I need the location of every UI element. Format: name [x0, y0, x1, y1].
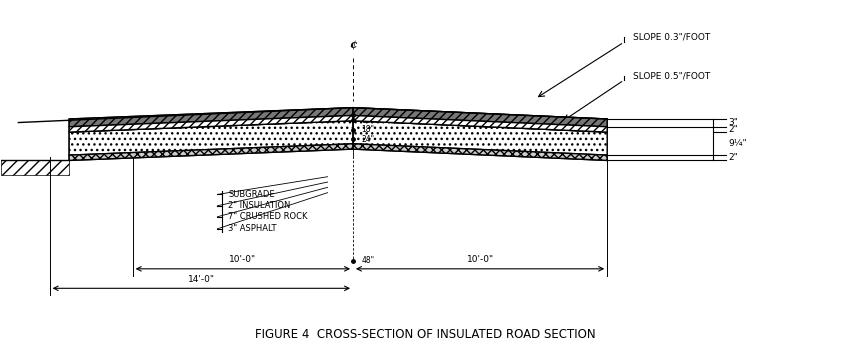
Text: 7" CRUSHED ROCK: 7" CRUSHED ROCK [229, 212, 308, 221]
Text: 2": 2" [728, 153, 738, 162]
Text: FIGURE 4  CROSS-SECTION OF INSULATED ROAD SECTION: FIGURE 4 CROSS-SECTION OF INSULATED ROAD… [255, 328, 595, 341]
Text: 3": 3" [728, 119, 738, 127]
Text: 9¼": 9¼" [728, 139, 747, 148]
Polygon shape [353, 121, 607, 155]
Text: 10'-0": 10'-0" [230, 256, 257, 265]
Polygon shape [69, 115, 353, 132]
Text: 18": 18" [361, 125, 375, 134]
Text: 14'-0": 14'-0" [188, 275, 215, 284]
Text: SLOPE 0.3"/FOOT: SLOPE 0.3"/FOOT [632, 32, 710, 41]
Text: 3" ASPHALT: 3" ASPHALT [229, 224, 277, 233]
Text: 3": 3" [298, 109, 308, 118]
Text: 48": 48" [361, 256, 375, 265]
Text: 12": 12" [361, 116, 375, 125]
Polygon shape [69, 108, 353, 127]
Text: SUBGRADE: SUBGRADE [229, 190, 275, 199]
Polygon shape [2, 160, 69, 175]
Text: 10'-0": 10'-0" [467, 256, 494, 265]
Polygon shape [353, 144, 607, 160]
Polygon shape [69, 108, 353, 127]
Polygon shape [353, 108, 607, 127]
Polygon shape [353, 115, 607, 132]
Polygon shape [353, 115, 607, 132]
Text: 2": 2" [728, 125, 738, 134]
Text: SLOPE 0.5"/FOOT: SLOPE 0.5"/FOOT [632, 71, 710, 80]
Polygon shape [353, 144, 607, 160]
Text: 2" INSULATION: 2" INSULATION [229, 201, 291, 210]
Text: 24": 24" [361, 135, 375, 144]
Polygon shape [353, 108, 607, 127]
Text: ¢: ¢ [349, 40, 357, 51]
Polygon shape [69, 144, 353, 160]
Text: 10": 10" [361, 110, 375, 119]
Polygon shape [69, 115, 353, 132]
Polygon shape [69, 121, 353, 155]
Polygon shape [69, 121, 353, 155]
Polygon shape [353, 121, 607, 155]
Polygon shape [69, 144, 353, 160]
